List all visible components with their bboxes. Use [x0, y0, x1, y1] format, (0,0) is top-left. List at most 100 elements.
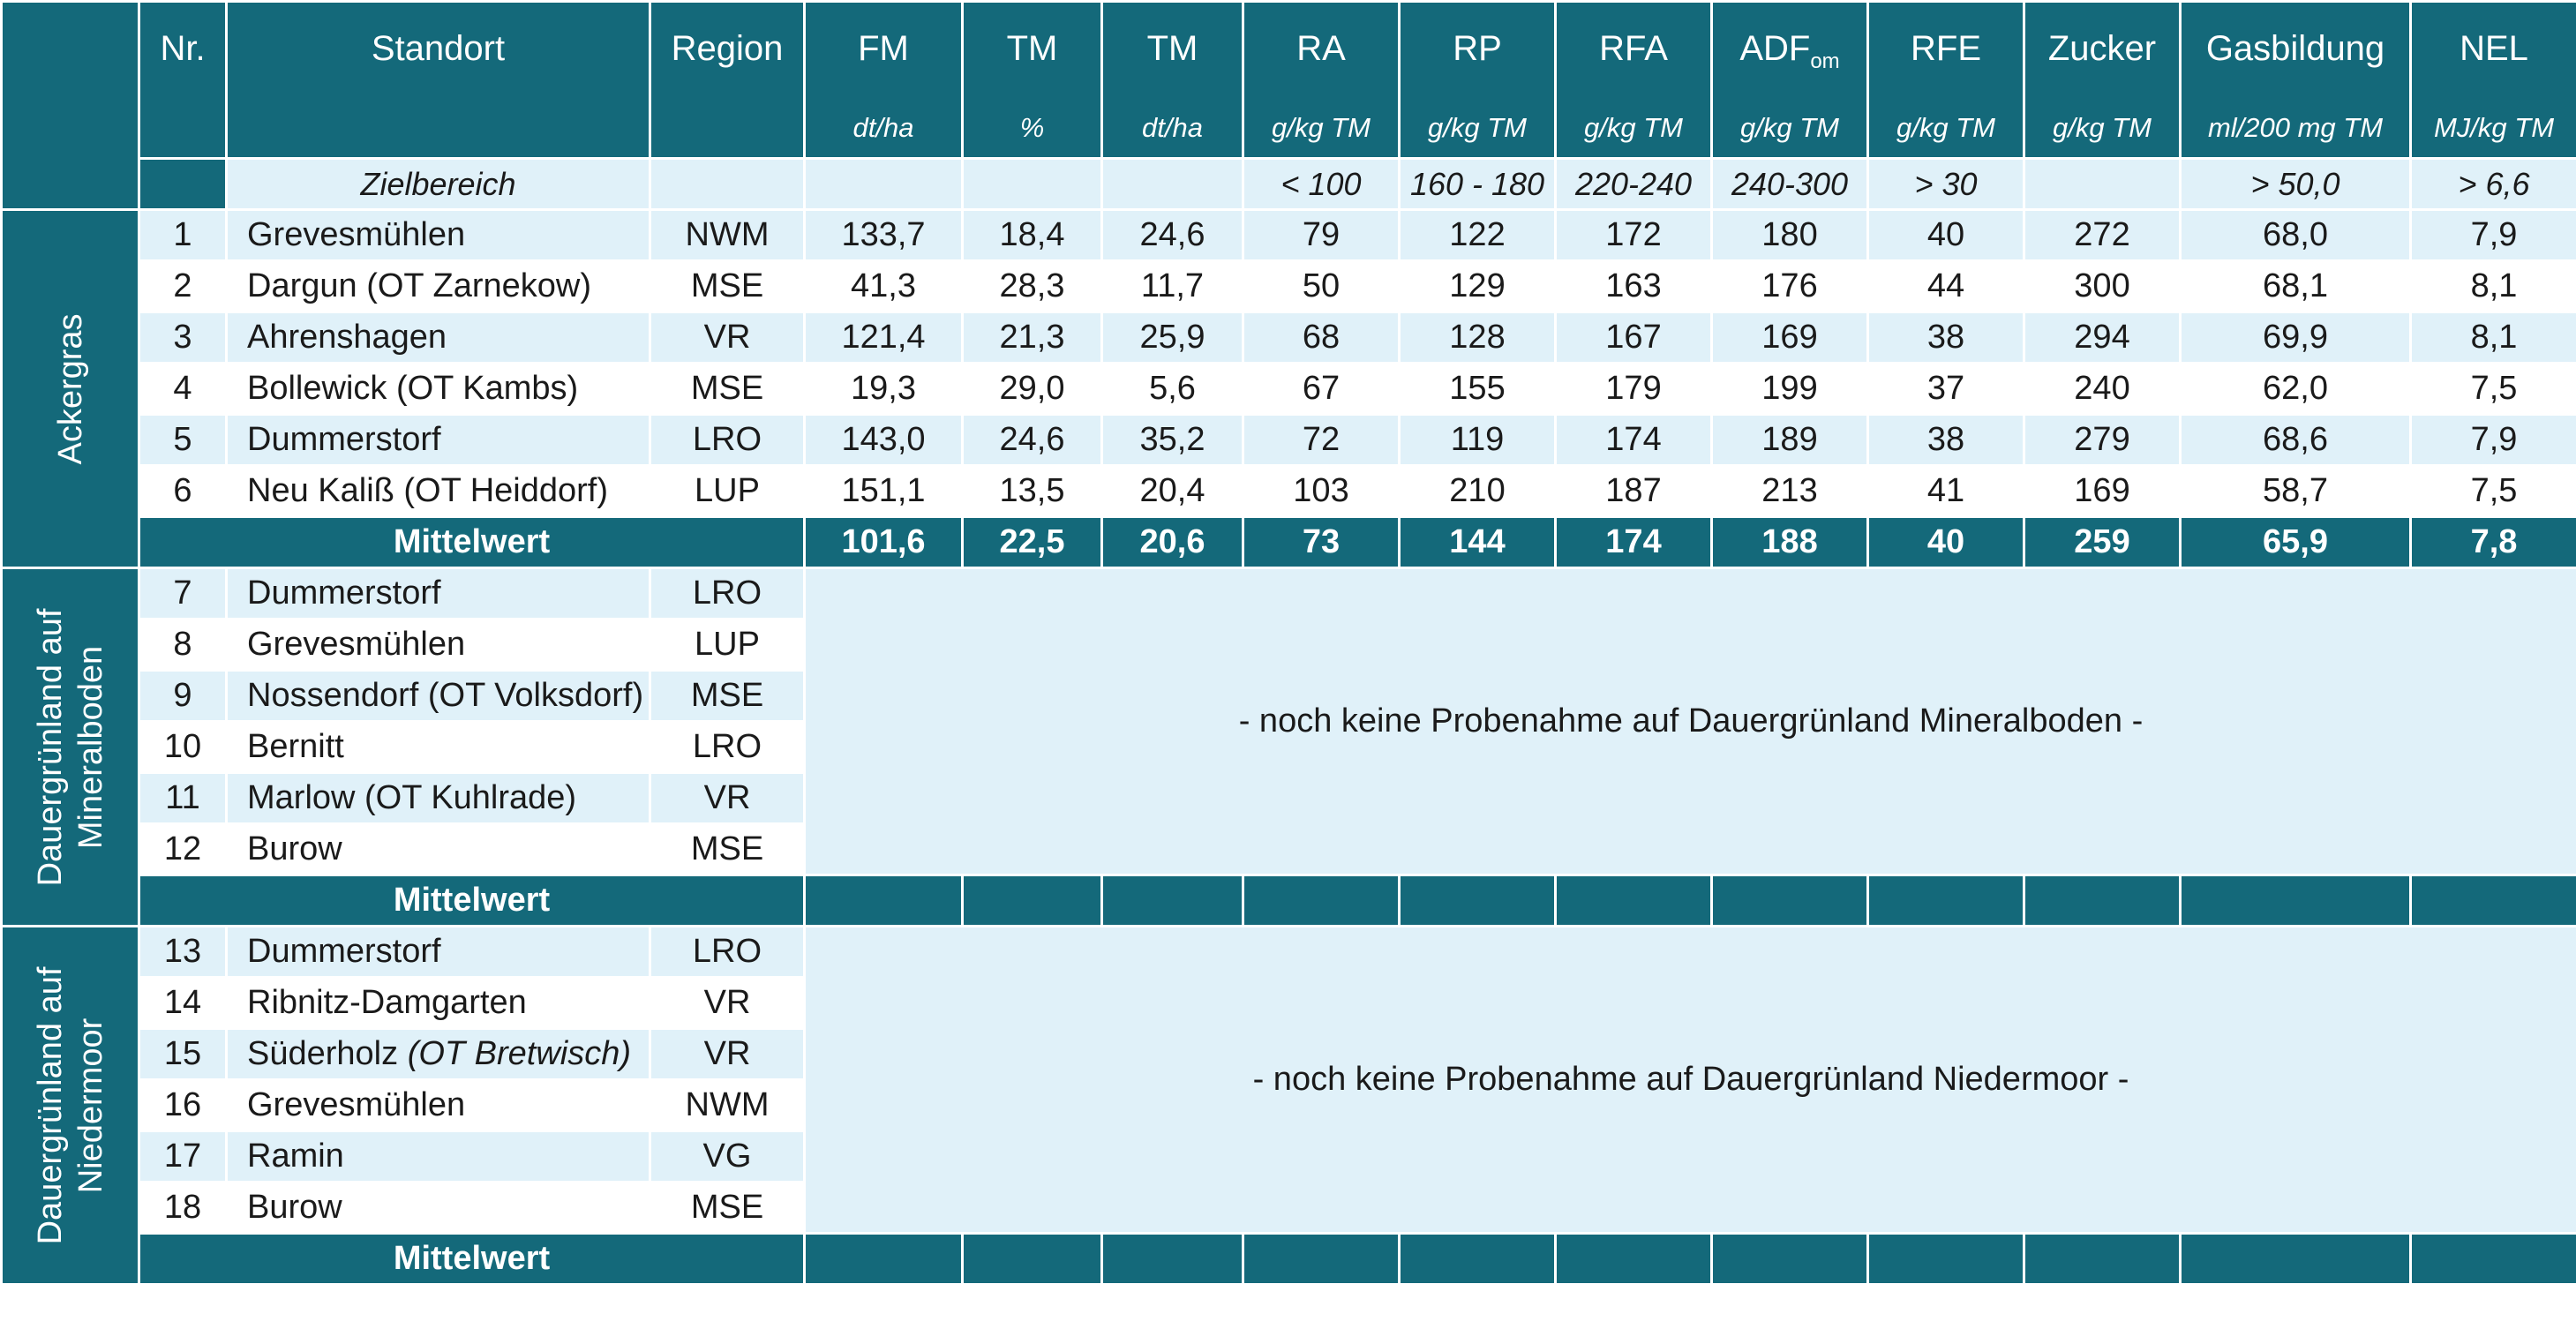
- group-label: Dauergrünland auf Niedermoor: [31, 966, 109, 1244]
- standort: Neu Kaliß (OT Heiddorf): [225, 464, 651, 518]
- mean-value: [1398, 874, 1557, 927]
- value: 180: [1710, 208, 1869, 262]
- header-label: Gasbildung: [2183, 29, 2408, 69]
- data-row: 18 Burow MSE: [2, 1181, 2576, 1235]
- mean-value: [1710, 1232, 1869, 1286]
- data-row: 10 Bernitt LRO: [2, 720, 2576, 774]
- value: 122: [1398, 208, 1557, 262]
- nr: 8: [138, 618, 228, 672]
- region: VR: [649, 976, 806, 1030]
- nr: 13: [138, 925, 228, 979]
- value: 213: [1710, 464, 1869, 518]
- header-label: ADFom: [1715, 29, 1866, 74]
- value: 174: [1554, 413, 1713, 467]
- mean-value: 65,9: [2179, 515, 2412, 569]
- results-table: Nr. Standort Region FM dt/ha TM% TM dt/ha RA g/kg…: [0, 0, 2576, 1286]
- header-unit: g/kg TM: [1272, 112, 1371, 143]
- region: LUP: [649, 618, 806, 672]
- standort: Ribnitz-Damgarten: [225, 976, 651, 1030]
- value: 240: [2023, 362, 2182, 416]
- mean-value: [2179, 1232, 2412, 1286]
- header-text: Zucker: [2047, 29, 2157, 68]
- header-cell: RP g/kg TM: [1398, 0, 1557, 160]
- header-label: RFA: [1558, 29, 1709, 69]
- mean-value: [2023, 874, 2182, 927]
- standort: Nossendorf (OT Volksdorf): [225, 669, 651, 723]
- data-row: 9 Nossendorf (OT Volksdorf) MSE: [2, 669, 2576, 723]
- mean-row: Mittelwert: [2, 1232, 2576, 1286]
- target-value: [1100, 157, 1244, 211]
- value: 7,9: [2409, 208, 2576, 262]
- header-text: Nr.: [160, 29, 206, 68]
- mean-value: [2023, 1232, 2182, 1286]
- nr: 16: [138, 1078, 228, 1132]
- nr: 15: [138, 1027, 228, 1081]
- header-text: Gasbildung: [2205, 29, 2385, 68]
- value: 272: [2023, 208, 2182, 262]
- standort: Süderholz (OT Bretwisch): [225, 1027, 651, 1081]
- header-cell: Zucker g/kg TM: [2023, 0, 2182, 160]
- header-label: RFE: [1871, 29, 2022, 69]
- mean-value: [1100, 874, 1244, 927]
- data-row: 6 Neu Kaliß (OT Heiddorf) LUP 151,1 13,5 20,4…: [2, 464, 2576, 518]
- region: LRO: [649, 413, 806, 467]
- value: 38: [1866, 311, 2025, 364]
- value: 68,1: [2179, 259, 2412, 313]
- standort: Ramin: [225, 1130, 651, 1183]
- standort-name: Burow: [247, 830, 342, 867]
- standort: Bernitt: [225, 720, 651, 774]
- header-unit: dt/ha: [1142, 112, 1203, 143]
- nr: 3: [138, 311, 228, 364]
- value: 24,6: [1100, 208, 1244, 262]
- value: 18,4: [961, 208, 1103, 262]
- nr: 12: [138, 822, 228, 876]
- mean-value: [1242, 1232, 1401, 1286]
- target-value: 160 - 180: [1398, 157, 1557, 211]
- nr: 7: [138, 567, 228, 620]
- header-cell: RA g/kg TM: [1242, 0, 1401, 160]
- value: 7,9: [2409, 413, 2576, 467]
- standort: Burow: [225, 1181, 651, 1235]
- header-cell: Standort: [225, 0, 651, 160]
- standort-name: Grevesmühlen: [247, 626, 466, 663]
- value: 79: [1242, 208, 1401, 262]
- header-unit: g/kg TM: [1896, 112, 1995, 143]
- value: 19,3: [803, 362, 964, 416]
- nr: 6: [138, 464, 228, 518]
- region: LRO: [649, 720, 806, 774]
- standort-name: Dummerstorf: [247, 421, 441, 458]
- mean-value: [1100, 1232, 1244, 1286]
- value: 40: [1866, 208, 2025, 262]
- header-text: TM: [1146, 29, 1198, 68]
- header-cell: FM dt/ha: [803, 0, 964, 160]
- standort: Dargun (OT Zarnekow): [225, 259, 651, 313]
- value: 25,9: [1100, 311, 1244, 364]
- header-row: Nr. Standort Region FM dt/ha TM% TM dt/ha RA g/kg…: [0, 0, 2576, 211]
- header-label: RA: [1246, 29, 1397, 69]
- nr: 4: [138, 362, 228, 416]
- standort-name: Ribnitz-Damgarten: [247, 984, 527, 1021]
- header-label: TM: [1105, 29, 1241, 69]
- value: 41,3: [803, 259, 964, 313]
- value: 72: [1242, 413, 1401, 467]
- standort-note: (OT Bretwisch): [407, 1035, 632, 1072]
- data-row: 16 Grevesmühlen NWM: [2, 1078, 2576, 1132]
- value: 5,6: [1100, 362, 1244, 416]
- mean-value: 40: [1866, 515, 2025, 569]
- header-label: Region: [653, 29, 802, 69]
- value: 279: [2023, 413, 2182, 467]
- standort-name: Neu Kaliß (OT Heiddorf): [247, 472, 608, 509]
- target-value: [961, 157, 1103, 211]
- header-cell: RFA g/kg TM: [1554, 0, 1713, 160]
- mean-value: [2409, 1232, 2576, 1286]
- standort: Grevesmühlen: [225, 618, 651, 672]
- value: 69,9: [2179, 311, 2412, 364]
- mean-value: [803, 874, 964, 927]
- value: 119: [1398, 413, 1557, 467]
- nr: 11: [138, 771, 228, 825]
- region: MSE: [649, 1181, 806, 1235]
- value: 41: [1866, 464, 2025, 518]
- standort: Dummerstorf: [225, 567, 651, 620]
- header-cell: TM dt/ha: [1100, 0, 1244, 160]
